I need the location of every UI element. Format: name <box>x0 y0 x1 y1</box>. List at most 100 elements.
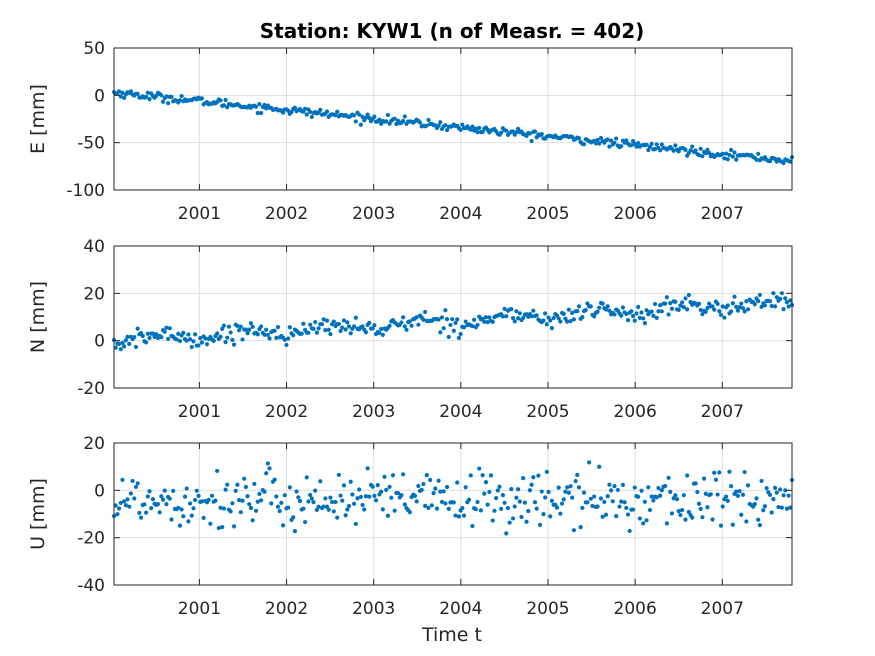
data-point <box>475 322 480 328</box>
data-point <box>350 492 355 497</box>
data-point <box>495 488 500 493</box>
data-point <box>720 151 725 156</box>
data-point <box>774 490 779 495</box>
data-point <box>226 324 232 329</box>
data-point <box>732 294 737 299</box>
data-point <box>191 339 196 344</box>
data-point <box>453 513 458 518</box>
data-point <box>644 308 649 313</box>
data-point <box>499 130 504 135</box>
data-point <box>507 520 512 525</box>
data-point <box>401 118 406 124</box>
data-point <box>443 123 448 128</box>
data-point <box>423 309 428 315</box>
data-point <box>302 106 308 111</box>
data-point <box>526 508 531 514</box>
data-point <box>115 512 120 517</box>
data-point <box>274 335 279 340</box>
data-point <box>379 326 384 332</box>
x-tick-label: 2007 <box>701 204 744 224</box>
data-point <box>615 487 620 493</box>
data-point <box>372 114 377 119</box>
data-point <box>316 326 321 331</box>
data-point <box>685 473 690 478</box>
data-point <box>328 331 333 337</box>
data-point <box>215 468 220 474</box>
data-point <box>729 484 734 489</box>
data-point <box>549 498 555 503</box>
data-point <box>757 523 762 528</box>
data-point <box>502 500 507 505</box>
data-point <box>247 502 252 507</box>
data-point <box>641 521 646 526</box>
data-point <box>470 523 475 529</box>
data-point <box>145 494 150 499</box>
data-point <box>487 489 492 495</box>
data-point <box>439 499 445 504</box>
data-point <box>384 119 389 124</box>
data-point <box>189 344 194 350</box>
data-point <box>331 509 336 514</box>
data-point <box>159 494 164 499</box>
y-axis-label: U [mm] <box>27 478 49 550</box>
data-point <box>144 340 149 345</box>
data-point <box>698 506 703 511</box>
data-point <box>625 318 631 323</box>
x-tick-label: 2003 <box>352 599 395 619</box>
data-point <box>509 306 514 312</box>
data-point <box>781 160 786 166</box>
data-point <box>559 501 565 506</box>
data-point <box>690 515 695 520</box>
data-point <box>407 319 412 324</box>
data-point <box>353 119 358 124</box>
data-point <box>404 327 409 332</box>
data-point <box>419 487 424 492</box>
data-point <box>783 488 788 493</box>
data-point <box>668 489 673 494</box>
data-point <box>583 307 588 313</box>
data-point <box>130 478 135 484</box>
data-point <box>113 345 118 350</box>
data-point <box>215 331 220 336</box>
data-point <box>570 310 575 315</box>
data-point <box>120 90 125 95</box>
data-point <box>646 147 651 153</box>
axes-frame <box>113 245 793 389</box>
data-point <box>204 342 210 347</box>
y-tick-label: -40 <box>77 576 105 596</box>
y-tick-label: -20 <box>77 379 105 399</box>
data-point <box>625 512 631 517</box>
data-point <box>571 317 576 322</box>
x-tick-label: 2001 <box>178 599 221 619</box>
data-point <box>707 150 712 156</box>
data-point <box>402 502 407 507</box>
data-point <box>784 300 790 305</box>
data-point <box>399 493 404 498</box>
data-point <box>649 141 654 147</box>
data-point <box>575 472 580 477</box>
data-point <box>517 499 522 504</box>
data-point <box>436 317 441 322</box>
data-point <box>184 338 189 343</box>
y-tick-label: 50 <box>83 39 105 59</box>
x-tick-label: 2001 <box>178 204 221 224</box>
data-point <box>441 489 446 494</box>
data-point <box>308 322 313 327</box>
data-point <box>380 507 385 512</box>
data-point <box>548 318 553 323</box>
data-point <box>363 494 369 499</box>
data-point <box>683 147 688 153</box>
data-point <box>228 509 233 514</box>
data-point <box>778 296 783 301</box>
data-point <box>771 291 776 296</box>
data-point <box>245 331 250 336</box>
data-point <box>622 500 627 505</box>
data-point <box>358 494 363 500</box>
data-point <box>669 306 675 311</box>
data-point <box>585 500 590 505</box>
data-point <box>529 314 534 319</box>
data-point <box>767 299 773 304</box>
data-point <box>543 311 548 316</box>
data-point <box>680 300 685 305</box>
data-point <box>340 498 345 503</box>
